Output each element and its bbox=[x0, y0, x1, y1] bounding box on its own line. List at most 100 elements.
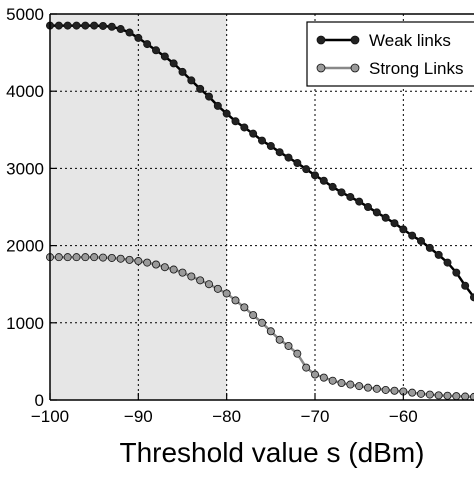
data-point-series-1 bbox=[63, 21, 72, 30]
data-point-series-1 bbox=[443, 258, 452, 267]
data-point-series-1 bbox=[346, 192, 355, 201]
data-point-series-1 bbox=[425, 243, 434, 252]
data-point-series-2 bbox=[452, 392, 461, 401]
data-point-series-1 bbox=[328, 182, 337, 191]
legend-marker bbox=[350, 35, 360, 45]
data-point-series-1 bbox=[310, 171, 319, 180]
data-point-series-1 bbox=[81, 21, 90, 30]
data-point-series-2 bbox=[355, 382, 364, 391]
data-point-series-2 bbox=[72, 253, 81, 262]
legend-marker bbox=[316, 63, 326, 73]
data-point-series-2 bbox=[151, 260, 160, 269]
data-point-series-1 bbox=[99, 21, 108, 30]
y-tick-label: 3000 bbox=[6, 159, 44, 178]
y-tick-label: 2000 bbox=[6, 237, 44, 256]
data-point-series-2 bbox=[231, 296, 240, 305]
x-axis-label: Threshold value s (dBm) bbox=[119, 437, 424, 468]
data-point-series-2 bbox=[337, 379, 346, 388]
data-point-series-1 bbox=[213, 101, 222, 110]
data-point-series-1 bbox=[240, 123, 249, 132]
data-point-series-1 bbox=[470, 293, 474, 302]
y-tick-label: 0 bbox=[35, 391, 44, 410]
y-tick-label: 5000 bbox=[6, 5, 44, 24]
data-point-series-2 bbox=[204, 280, 213, 289]
data-point-series-1 bbox=[204, 92, 213, 101]
data-point-series-2 bbox=[461, 392, 470, 401]
data-point-series-1 bbox=[408, 231, 417, 240]
data-point-series-2 bbox=[284, 341, 293, 350]
data-point-series-1 bbox=[363, 202, 372, 211]
data-point-series-2 bbox=[416, 389, 425, 398]
x-tick-label: −100 bbox=[31, 407, 69, 426]
data-point-series-2 bbox=[222, 289, 231, 298]
data-point-series-1 bbox=[275, 148, 284, 157]
data-point-series-1 bbox=[134, 33, 143, 42]
data-point-series-1 bbox=[434, 250, 443, 259]
data-point-series-2 bbox=[99, 253, 108, 262]
data-point-series-2 bbox=[381, 385, 390, 394]
data-point-series-2 bbox=[390, 386, 399, 395]
x-tick-label: −60 bbox=[389, 407, 418, 426]
data-point-series-1 bbox=[125, 28, 134, 37]
data-point-series-1 bbox=[416, 236, 425, 245]
data-point-series-1 bbox=[160, 52, 169, 61]
legend-label-1: Weak links bbox=[369, 31, 451, 50]
data-point-series-2 bbox=[372, 384, 381, 393]
data-point-series-2 bbox=[116, 254, 125, 263]
legend-marker bbox=[316, 35, 326, 45]
data-point-series-1 bbox=[266, 142, 275, 151]
data-point-series-2 bbox=[54, 253, 63, 262]
data-point-series-1 bbox=[319, 176, 328, 185]
data-point-series-2 bbox=[346, 380, 355, 389]
data-point-series-2 bbox=[363, 383, 372, 392]
data-point-series-1 bbox=[169, 59, 178, 68]
data-point-series-2 bbox=[302, 363, 311, 372]
data-point-series-1 bbox=[461, 281, 470, 290]
data-point-series-2 bbox=[143, 258, 152, 267]
data-point-series-1 bbox=[107, 22, 116, 31]
data-point-series-1 bbox=[293, 158, 302, 167]
data-point-series-1 bbox=[399, 225, 408, 234]
legend-marker bbox=[350, 63, 360, 73]
data-point-series-2 bbox=[434, 391, 443, 400]
data-point-series-1 bbox=[222, 109, 231, 118]
data-point-series-1 bbox=[284, 153, 293, 162]
data-point-series-1 bbox=[249, 129, 258, 138]
data-point-series-1 bbox=[452, 268, 461, 277]
legend-label-2: Strong Links bbox=[369, 59, 464, 78]
data-point-series-2 bbox=[196, 276, 205, 285]
data-point-series-1 bbox=[372, 208, 381, 217]
data-point-series-1 bbox=[54, 21, 63, 30]
data-point-series-1 bbox=[257, 136, 266, 145]
data-point-series-1 bbox=[381, 213, 390, 222]
data-point-series-1 bbox=[231, 117, 240, 126]
data-point-series-2 bbox=[107, 253, 116, 262]
data-point-series-1 bbox=[302, 165, 311, 174]
data-point-series-2 bbox=[425, 390, 434, 399]
data-point-series-1 bbox=[151, 46, 160, 55]
data-point-series-1 bbox=[337, 188, 346, 197]
data-point-series-2 bbox=[240, 303, 249, 312]
data-point-series-2 bbox=[328, 376, 337, 385]
data-point-series-2 bbox=[275, 335, 284, 344]
data-point-series-2 bbox=[169, 265, 178, 274]
data-point-series-2 bbox=[408, 388, 417, 397]
data-point-series-2 bbox=[266, 327, 275, 336]
y-tick-label: 1000 bbox=[6, 314, 44, 333]
shaded-region bbox=[50, 14, 227, 400]
data-point-series-2 bbox=[134, 257, 143, 266]
x-tick-label: −80 bbox=[212, 407, 241, 426]
data-point-series-1 bbox=[196, 84, 205, 93]
y-tick-label: 4000 bbox=[6, 82, 44, 101]
data-point-series-2 bbox=[90, 253, 99, 262]
data-point-series-2 bbox=[293, 349, 302, 358]
data-point-series-2 bbox=[213, 284, 222, 293]
data-point-series-1 bbox=[90, 21, 99, 30]
legend-box bbox=[306, 21, 474, 87]
data-point-series-2 bbox=[178, 268, 187, 277]
data-point-series-1 bbox=[390, 219, 399, 228]
data-point-series-1 bbox=[187, 76, 196, 85]
x-tick-label: −90 bbox=[124, 407, 153, 426]
